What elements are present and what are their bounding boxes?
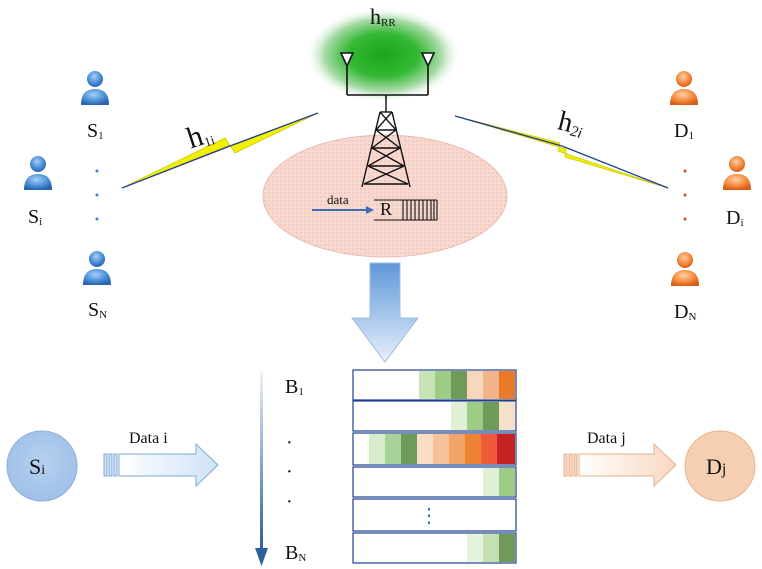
- source-label-1: S1: [87, 120, 104, 142]
- buffer-label-top: B1: [285, 376, 304, 398]
- relay-buffer-icon: [374, 199, 438, 221]
- dest-label-n: DN: [674, 301, 696, 323]
- big-down-arrow: [351, 262, 419, 363]
- buffer-inner-dots: ⋮: [419, 505, 439, 527]
- relay-tower-icon: [361, 100, 411, 188]
- h-2i-label: h2i: [555, 106, 587, 142]
- dest-dots: [683, 169, 687, 221]
- relay-label: R: [380, 199, 392, 219]
- dest-label-i: Di: [726, 207, 744, 229]
- data-arrow: [312, 206, 374, 214]
- data-label: data: [327, 192, 349, 207]
- buffer-dot-1: ·: [286, 432, 293, 454]
- antenna-glow: [305, 7, 461, 103]
- dest-user-icon-i: [723, 156, 751, 190]
- link-lightning-left: [121, 112, 319, 189]
- source-user-icon-n: [83, 251, 111, 285]
- dest-node-label: Dj: [706, 454, 726, 479]
- dest-user-icon-n: [671, 252, 699, 286]
- link-lightning-right: [454, 115, 669, 189]
- dest-user-icon-1: [670, 71, 698, 105]
- source-node: [6, 430, 78, 502]
- source-node-label: Si: [29, 454, 45, 479]
- dest-label-1: D1: [674, 120, 694, 142]
- relay-coverage-area: [262, 134, 508, 258]
- antenna-icon: [339, 52, 436, 100]
- data-in-arrow: [103, 442, 219, 488]
- buffer-dot-2: ·: [286, 461, 293, 483]
- source-user-icon-1: [81, 71, 109, 105]
- source-label-n: SN: [88, 299, 107, 321]
- buffer-label-bottom: BN: [285, 542, 306, 564]
- buffer-table: [352, 369, 517, 564]
- data-in-label: Data i: [129, 430, 168, 447]
- source-user-icon-i: [24, 156, 52, 190]
- source-dots: [95, 169, 99, 221]
- h-rr-label: hRR: [370, 4, 396, 29]
- data-out-arrow: [563, 442, 677, 488]
- buffer-index-arrow: [255, 370, 268, 566]
- data-out-label: Data j: [587, 430, 626, 447]
- buffer-dot-3: ·: [286, 491, 293, 513]
- dest-node: [684, 430, 756, 502]
- source-label-i: Si: [28, 206, 42, 228]
